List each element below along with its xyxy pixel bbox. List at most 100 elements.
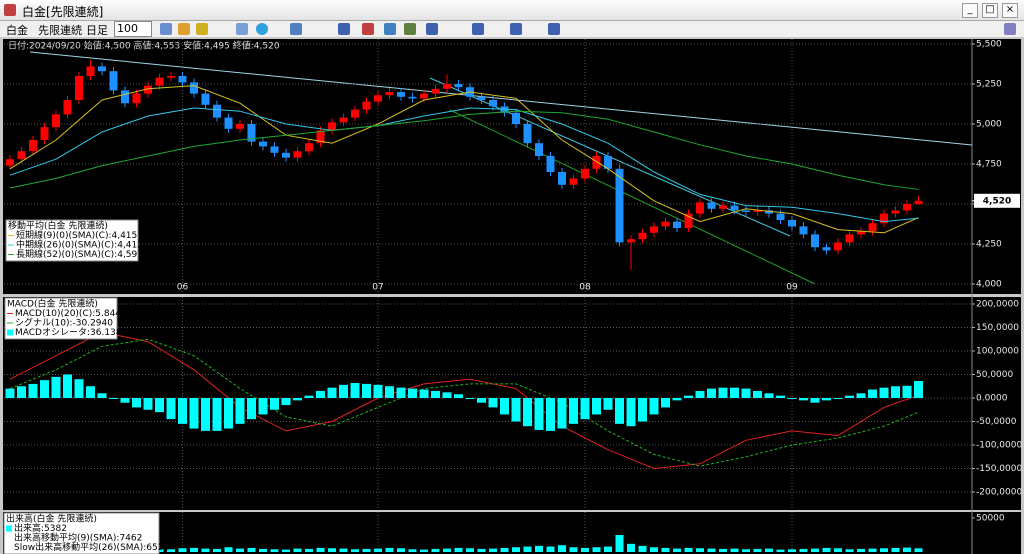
tool-icon[interactable] xyxy=(160,23,172,35)
bar xyxy=(477,548,486,552)
bar xyxy=(488,398,498,408)
tool-icon[interactable] xyxy=(426,23,438,35)
tool-icon[interactable] xyxy=(196,23,208,35)
legend-label: 短期線(9)(0)(SMA)(C):4,415 xyxy=(16,229,137,241)
bar xyxy=(615,398,624,424)
period-menu[interactable]: 日足 xyxy=(86,24,108,37)
bar xyxy=(546,546,555,552)
bar xyxy=(511,398,521,422)
tool-icon[interactable] xyxy=(384,23,396,35)
tool-icon[interactable] xyxy=(404,23,416,35)
price-tag xyxy=(974,193,1020,208)
candle-body xyxy=(604,156,612,169)
candle-body xyxy=(857,231,865,235)
tool-icon[interactable] xyxy=(362,23,374,35)
candle-body xyxy=(397,92,405,97)
tool-icon[interactable] xyxy=(178,23,190,35)
bar xyxy=(512,547,520,552)
bar xyxy=(719,548,727,552)
bar xyxy=(845,549,854,552)
y-tick-label: 0.0000 xyxy=(976,394,1008,404)
tool-icon[interactable] xyxy=(1004,23,1016,35)
bar xyxy=(580,398,590,420)
tool-icon[interactable] xyxy=(236,23,248,35)
bar xyxy=(408,549,417,552)
tool-icon[interactable] xyxy=(510,23,522,35)
bar xyxy=(374,548,382,552)
y-tick-label: -150,0000 xyxy=(976,464,1022,474)
legend-swatch xyxy=(7,329,13,336)
y-tick-label: 5,250 xyxy=(976,80,1002,90)
bar xyxy=(489,548,497,552)
bar xyxy=(868,548,877,552)
tool-icon[interactable] xyxy=(338,23,350,35)
bar xyxy=(362,548,371,552)
trend-line xyxy=(29,51,973,146)
bar xyxy=(799,398,808,401)
bar xyxy=(143,398,153,410)
x-tick-label: 08 xyxy=(579,283,591,293)
bar xyxy=(534,398,544,430)
symbol-menu[interactable]: 白金 xyxy=(6,24,28,37)
candle-body xyxy=(776,213,785,220)
minimize-button[interactable]: _ xyxy=(962,3,978,18)
maximize-button[interactable]: □ xyxy=(982,3,998,18)
bar xyxy=(523,546,532,552)
candle-body xyxy=(224,117,233,129)
bar xyxy=(420,549,428,552)
bar xyxy=(178,548,187,552)
bar xyxy=(707,388,716,398)
candle-body xyxy=(581,168,589,179)
bar xyxy=(535,545,543,552)
bar xyxy=(730,548,739,552)
candle-body xyxy=(903,204,911,211)
y-tick-label: 4,250 xyxy=(976,240,1002,250)
bar xyxy=(166,398,176,420)
tool-icon[interactable] xyxy=(290,23,302,35)
y-tick-label: -200,0000 xyxy=(976,488,1022,498)
candle-body xyxy=(75,76,83,100)
bar xyxy=(557,398,567,429)
bar xyxy=(316,547,325,552)
candle-body xyxy=(845,234,854,243)
count-input[interactable]: 100 xyxy=(114,21,152,37)
candle-body xyxy=(707,202,716,209)
candle-body xyxy=(592,156,601,169)
bar xyxy=(304,395,314,398)
bar xyxy=(247,398,256,420)
bar xyxy=(799,548,808,552)
bar xyxy=(592,398,601,415)
candle-body xyxy=(144,85,152,94)
close-button[interactable]: × xyxy=(1002,3,1018,18)
contract-menu[interactable]: 先限連続 xyxy=(38,24,82,37)
y-tick-label: 100,0000 xyxy=(976,347,1019,357)
window-title: 白金[先限連続] xyxy=(22,5,104,19)
bar xyxy=(914,381,923,398)
bar xyxy=(327,387,337,398)
bar xyxy=(753,548,762,552)
tool-icon[interactable] xyxy=(548,23,560,35)
bar xyxy=(707,548,716,552)
candle-body xyxy=(109,71,118,91)
line-series xyxy=(9,85,919,234)
legend-label: MACD(10)(20)(C):5.8442 xyxy=(15,309,127,319)
candle-body xyxy=(696,202,704,214)
candle-body xyxy=(661,221,670,227)
bar xyxy=(86,386,95,398)
bar xyxy=(224,398,233,429)
bar xyxy=(373,384,383,398)
bar xyxy=(28,383,38,398)
bar xyxy=(500,547,509,552)
bar xyxy=(845,395,854,398)
bar xyxy=(235,398,245,424)
candle-body xyxy=(236,124,244,129)
bar xyxy=(155,398,164,413)
bar xyxy=(833,398,843,399)
tool-icon[interactable] xyxy=(256,23,268,35)
bar xyxy=(661,398,670,408)
candle-body xyxy=(822,247,831,251)
y-tick-label: 50,0000 xyxy=(976,370,1013,380)
candle-body xyxy=(489,100,497,107)
candle-body xyxy=(765,210,773,214)
tool-icon[interactable] xyxy=(472,23,484,35)
